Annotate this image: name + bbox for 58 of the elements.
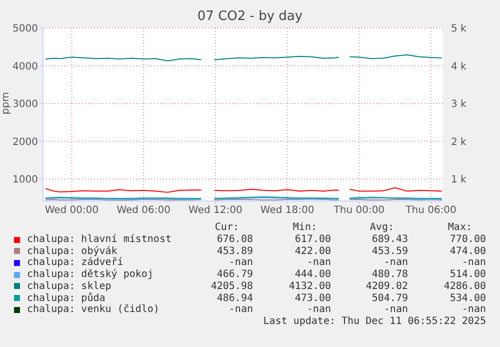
text: Cur: bbox=[214, 222, 240, 233]
legend-label: chalupa: obývák bbox=[27, 246, 118, 257]
text: 689.43 bbox=[372, 234, 408, 245]
x-tick-label: Wed 00:00 bbox=[44, 205, 99, 216]
text: Max: bbox=[446, 222, 473, 233]
chart-title: 07 CO2 - by day bbox=[196, 9, 304, 24]
text: 466.79 bbox=[216, 269, 253, 280]
text: Min: bbox=[292, 222, 318, 233]
y2-tick-label: 2 k bbox=[451, 136, 467, 148]
legend-label: chalupa: dětský pokoj bbox=[27, 269, 154, 280]
x-tick-label: Thu 00:00 bbox=[332, 205, 385, 216]
text: 486.94 bbox=[216, 292, 253, 304]
text: -nan bbox=[306, 257, 331, 268]
text: 422.00 bbox=[294, 246, 331, 257]
text: 534.00 bbox=[450, 292, 486, 304]
text: -nan bbox=[384, 304, 408, 316]
text: 480.78 bbox=[372, 269, 408, 280]
text: 617.00 bbox=[294, 234, 331, 245]
y-tick-label: 3000 bbox=[12, 99, 38, 110]
text: 676.08 bbox=[216, 234, 253, 245]
x-tick-label: Wed 18:00 bbox=[260, 205, 314, 216]
y-axis-title: ppm bbox=[0, 92, 12, 114]
text: 473.00 bbox=[294, 292, 331, 304]
text: Avg: bbox=[368, 222, 395, 233]
y2-tick-label: 1 k bbox=[451, 174, 467, 186]
text: 4205.98 bbox=[210, 280, 253, 292]
legend-label: chalupa: venku (čidlo) bbox=[27, 304, 160, 316]
text: -nan bbox=[462, 304, 486, 316]
x-tick-label: Wed 06:00 bbox=[116, 205, 171, 216]
text: 453.89 bbox=[216, 246, 253, 257]
y2-tick-label: 4 k bbox=[451, 61, 467, 72]
text: -nan bbox=[306, 304, 331, 316]
text: 4132.00 bbox=[288, 280, 331, 292]
y-tick-label: 5000 bbox=[12, 24, 38, 35]
text: 514.00 bbox=[450, 269, 486, 280]
text: 4209.02 bbox=[366, 280, 408, 292]
x-tick-label: Thu 06:00 bbox=[404, 205, 456, 216]
text: 770.00 bbox=[450, 234, 486, 245]
y-tick-label: 1000 bbox=[12, 174, 38, 186]
x-tick-label: Wed 12:00 bbox=[188, 205, 242, 216]
text: 474.00 bbox=[450, 246, 486, 257]
text: 444.00 bbox=[294, 269, 331, 280]
y2-tick-label: 5 k bbox=[451, 24, 467, 35]
text: 453.59 bbox=[372, 246, 408, 257]
y-tick-label: 4000 bbox=[12, 61, 38, 72]
legend-label: chalupa: zádveří bbox=[27, 257, 124, 268]
text: -nan bbox=[228, 257, 253, 268]
y-tick-label: 2000 bbox=[12, 136, 38, 148]
text: -nan bbox=[384, 257, 408, 268]
text: -nan bbox=[228, 304, 253, 316]
legend-label: chalupa: půda bbox=[27, 292, 106, 304]
text: -nan bbox=[462, 257, 486, 268]
text: 504.79 bbox=[372, 292, 408, 304]
text: 4286.00 bbox=[444, 280, 486, 292]
text: Last update: Thu Dec 11 06:55:22 2025 bbox=[263, 316, 486, 327]
legend-label: chalupa: sklep bbox=[27, 280, 112, 292]
y2-tick-label: 3 k bbox=[451, 99, 467, 110]
legend-label: chalupa: hlavní místnost bbox=[27, 234, 172, 245]
